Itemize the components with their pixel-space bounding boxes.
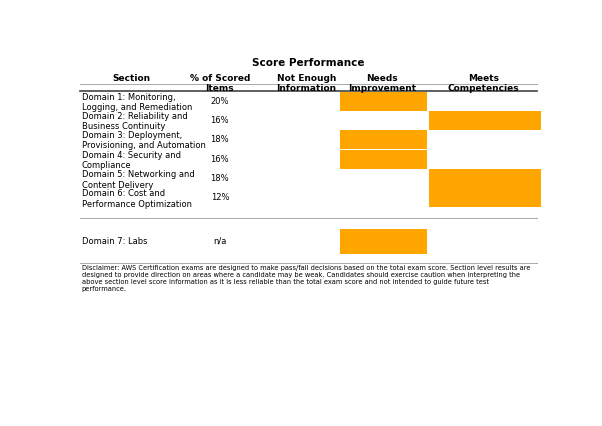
Text: Domain 2: Reliability and
Business Continuity: Domain 2: Reliability and Business Conti… (82, 112, 188, 131)
Text: Domain 3: Deployment,
Provisioning, and Automation: Domain 3: Deployment, Provisioning, and … (82, 131, 206, 150)
Bar (340, 229, 427, 254)
Text: Domain 4: Security and
Compliance: Domain 4: Security and Compliance (82, 150, 181, 170)
Text: Domain 7: Labs: Domain 7: Labs (82, 237, 147, 246)
Text: n/a: n/a (213, 237, 226, 246)
Text: Needs
Improvement: Needs Improvement (348, 74, 417, 93)
Text: 18%: 18% (211, 135, 229, 144)
Text: Not Enough
Information: Not Enough Information (276, 74, 337, 93)
Text: 20%: 20% (211, 97, 229, 106)
Text: Meets
Competencies: Meets Competencies (448, 74, 520, 93)
Text: Domain 6: Cost and
Performance Optimization: Domain 6: Cost and Performance Optimizat… (82, 189, 192, 209)
Bar (429, 111, 541, 130)
Text: 16%: 16% (211, 116, 229, 125)
Text: Domain 1: Monitoring,
Logging, and Remediation: Domain 1: Monitoring, Logging, and Remed… (82, 93, 192, 112)
Text: 12%: 12% (211, 193, 229, 202)
Bar (340, 130, 427, 149)
Bar (340, 92, 427, 111)
Bar (429, 169, 541, 188)
Bar (429, 188, 541, 207)
Text: Section: Section (112, 74, 150, 83)
Text: Domain 5: Networking and
Content Delivery: Domain 5: Networking and Content Deliver… (82, 170, 194, 190)
Text: Score Performance: Score Performance (252, 58, 365, 68)
Bar (340, 150, 427, 169)
Text: Disclaimer: AWS Certification exams are designed to make pass/fail decisions bas: Disclaimer: AWS Certification exams are … (82, 265, 530, 292)
Text: % of Scored
Items: % of Scored Items (190, 74, 250, 93)
Text: 18%: 18% (211, 174, 229, 183)
Text: 16%: 16% (211, 155, 229, 164)
